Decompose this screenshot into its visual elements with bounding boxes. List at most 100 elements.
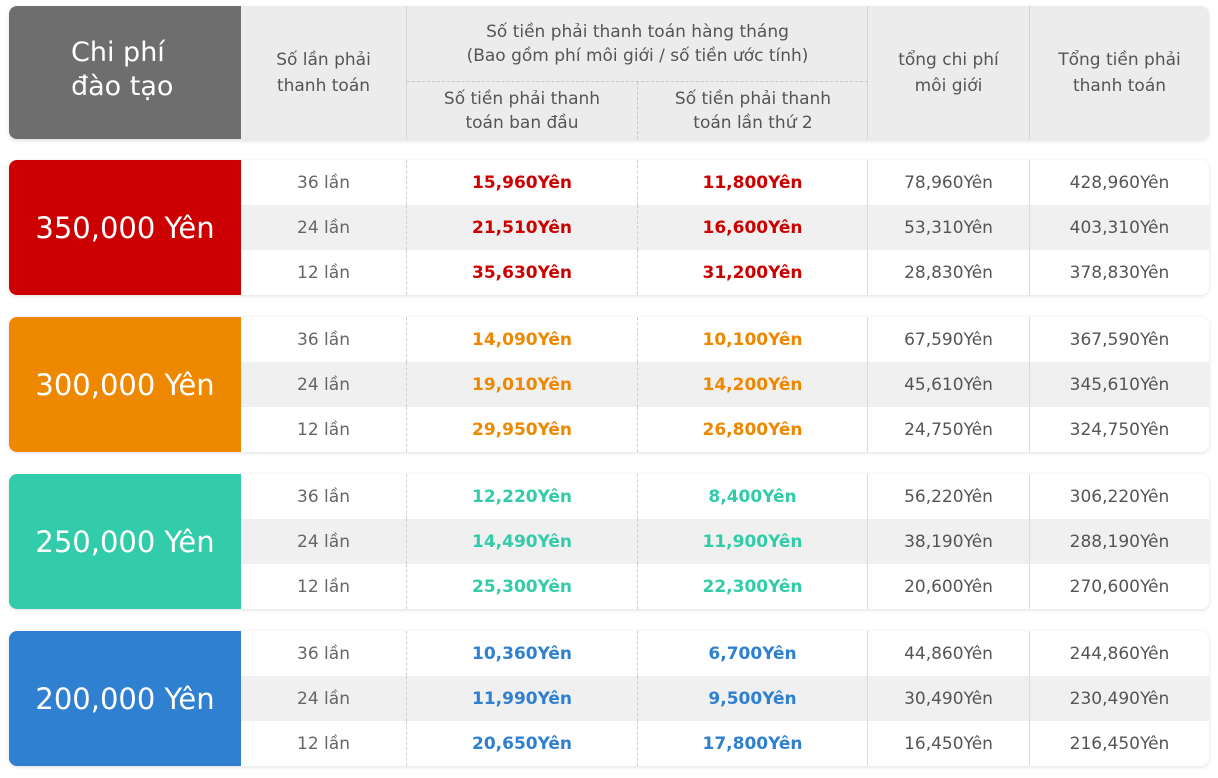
- header-monthly-title: Số tiền phải thanh toán hàng tháng (Bao …: [407, 6, 868, 82]
- payment-count-cell: 12 lần: [297, 262, 350, 283]
- header-first-payment: Số tiền phải thanh toán ban đầu: [407, 82, 637, 139]
- second-payment-cell: 11,800Yên: [637, 160, 867, 205]
- header-second-payment-line1: Số tiền phải thanh: [674, 88, 832, 109]
- second-payment-cell: 8,400Yên: [637, 474, 867, 519]
- total-payment-cell: 378,830Yên: [1029, 250, 1209, 295]
- table-row: 24 lần 14,490Yên 11,900Yên 38,190Yên 288,190…: [241, 519, 1209, 564]
- payment-count-cell: 24 lần: [297, 531, 350, 552]
- header-first-payment-line1: Số tiền phải thanh: [443, 88, 601, 109]
- price-block: 250,000 Yên 36 lần 12,220Yên 8,400Yên 56,220…: [9, 474, 1209, 609]
- total-payment-cell: 428,960Yên: [1029, 160, 1209, 205]
- second-payment-cell: 11,900Yên: [637, 519, 867, 564]
- header-payment-count-line2: thanh toán: [276, 75, 371, 96]
- first-payment-cell: 29,950Yên: [406, 407, 637, 452]
- first-payment-cell: 10,360Yên: [406, 631, 637, 676]
- second-payment-cell: 14,200Yên: [637, 362, 867, 407]
- payment-count-cell: 36 lần: [297, 643, 350, 664]
- total-payment-cell: 230,490Yên: [1029, 676, 1209, 721]
- first-payment-cell: 11,990Yên: [406, 676, 637, 721]
- header-monthly-group: Số tiền phải thanh toán hàng tháng (Bao …: [406, 6, 868, 139]
- header-title: Chi phí đào tạo: [9, 6, 241, 139]
- second-payment-cell: 22,300Yên: [637, 564, 867, 609]
- second-payment-cell: 17,800Yên: [637, 721, 867, 766]
- second-payment-cell: 10,100Yên: [637, 317, 867, 362]
- brokerage-fee-cell: 20,600Yên: [867, 564, 1029, 609]
- table-row: 24 lần 19,010Yên 14,200Yên 45,610Yên 345,610…: [241, 362, 1209, 407]
- total-payment-cell: 306,220Yên: [1029, 474, 1209, 519]
- table-row: 36 lần 14,090Yên 10,100Yên 67,590Yên 367,590…: [241, 317, 1209, 362]
- payment-count-cell: 24 lần: [297, 374, 350, 395]
- brokerage-fee-cell: 56,220Yên: [867, 474, 1029, 519]
- header-monthly-line2: (Bao gồm phí môi giới / số tiền ước tính…: [466, 45, 809, 66]
- second-payment-cell: 9,500Yên: [637, 676, 867, 721]
- brokerage-fee-cell: 78,960Yên: [867, 160, 1029, 205]
- header-brokerage-fee-line2: môi giới: [914, 75, 983, 96]
- header-brokerage-fee-line1: tổng chi phí: [898, 49, 999, 70]
- training-cost-label: 200,000 Yên: [9, 631, 241, 766]
- header-total-payment: Tổng tiền phải thanh toán: [1029, 6, 1209, 139]
- payment-count-cell: 12 lần: [297, 419, 350, 440]
- payment-count-cell: 24 lần: [297, 688, 350, 709]
- brokerage-fee-cell: 28,830Yên: [867, 250, 1029, 295]
- table-row: 24 lần 21,510Yên 16,600Yên 53,310Yên 403,310…: [241, 205, 1209, 250]
- payment-count-cell: 12 lần: [297, 576, 350, 597]
- brokerage-fee-cell: 45,610Yên: [867, 362, 1029, 407]
- training-cost-label: 250,000 Yên: [9, 474, 241, 609]
- table-header: Chi phí đào tạo Số lần phải thanh toán S…: [9, 6, 1209, 139]
- total-payment-cell: 244,860Yên: [1029, 631, 1209, 676]
- first-payment-cell: 19,010Yên: [406, 362, 637, 407]
- first-payment-cell: 15,960Yên: [406, 160, 637, 205]
- total-payment-cell: 288,190Yên: [1029, 519, 1209, 564]
- header-title-line1: Chi phí: [71, 37, 165, 68]
- header-monthly-line1: Số tiền phải thanh toán hàng tháng: [486, 21, 789, 42]
- second-payment-cell: 31,200Yên: [637, 250, 867, 295]
- total-payment-cell: 367,590Yên: [1029, 317, 1209, 362]
- table-row: 12 lần 20,650Yên 17,800Yên 16,450Yên 216,450…: [241, 721, 1209, 766]
- table-row: 36 lần 15,960Yên 11,800Yên 78,960Yên 428,960…: [241, 160, 1209, 205]
- training-cost-label: 350,000 Yên: [9, 160, 241, 295]
- brokerage-fee-cell: 16,450Yên: [867, 721, 1029, 766]
- first-payment-cell: 21,510Yên: [406, 205, 637, 250]
- total-payment-cell: 216,450Yên: [1029, 721, 1209, 766]
- header-payment-count-line1: Số lần phải: [276, 49, 371, 70]
- brokerage-fee-cell: 38,190Yên: [867, 519, 1029, 564]
- brokerage-fee-cell: 67,590Yên: [867, 317, 1029, 362]
- brokerage-fee-cell: 53,310Yên: [867, 205, 1029, 250]
- price-block: 300,000 Yên 36 lần 14,090Yên 10,100Yên 67,59…: [9, 317, 1209, 452]
- payment-count-cell: 36 lần: [297, 172, 350, 193]
- payment-rows: 36 lần 10,360Yên 6,700Yên 44,860Yên 244,860Y…: [241, 631, 1209, 766]
- payment-rows: 36 lần 15,960Yên 11,800Yên 78,960Yên 428,960…: [241, 160, 1209, 295]
- first-payment-cell: 20,650Yên: [406, 721, 637, 766]
- first-payment-cell: 35,630Yên: [406, 250, 637, 295]
- price-block: 200,000 Yên 36 lần 10,360Yên 6,700Yên 44,860…: [9, 631, 1209, 766]
- total-payment-cell: 345,610Yên: [1029, 362, 1209, 407]
- header-second-payment-line2: toán lần thứ 2: [693, 112, 813, 133]
- first-payment-cell: 14,090Yên: [406, 317, 637, 362]
- price-block: 350,000 Yên 36 lần 15,960Yên 11,800Yên 78,96…: [9, 160, 1209, 295]
- brokerage-fee-cell: 44,860Yên: [867, 631, 1029, 676]
- table-row: 12 lần 29,950Yên 26,800Yên 24,750Yên 324,750…: [241, 407, 1209, 452]
- payment-count-cell: 24 lần: [297, 217, 350, 238]
- first-payment-cell: 12,220Yên: [406, 474, 637, 519]
- header-total-payment-line2: thanh toán: [1072, 75, 1167, 96]
- payment-rows: 36 lần 14,090Yên 10,100Yên 67,590Yên 367,590…: [241, 317, 1209, 452]
- payment-count-cell: 12 lần: [297, 733, 350, 754]
- second-payment-cell: 26,800Yên: [637, 407, 867, 452]
- total-payment-cell: 324,750Yên: [1029, 407, 1209, 452]
- brokerage-fee-cell: 30,490Yên: [867, 676, 1029, 721]
- header-brokerage-fee: tổng chi phí môi giới: [867, 6, 1029, 139]
- header-title-line2: đào tạo: [71, 71, 174, 102]
- second-payment-cell: 16,600Yên: [637, 205, 867, 250]
- table-row: 36 lần 10,360Yên 6,700Yên 44,860Yên 244,860Y…: [241, 631, 1209, 676]
- table-row: 12 lần 35,630Yên 31,200Yên 28,830Yên 378,830…: [241, 250, 1209, 295]
- header-total-payment-line1: Tổng tiền phải: [1058, 49, 1181, 70]
- brokerage-fee-cell: 24,750Yên: [867, 407, 1029, 452]
- table-row: 24 lần 11,990Yên 9,500Yên 30,490Yên 230,490Y…: [241, 676, 1209, 721]
- table-row: 12 lần 25,300Yên 22,300Yên 20,600Yên 270,600…: [241, 564, 1209, 609]
- header-second-payment: Số tiền phải thanh toán lần thứ 2: [637, 82, 868, 139]
- first-payment-cell: 14,490Yên: [406, 519, 637, 564]
- total-payment-cell: 403,310Yên: [1029, 205, 1209, 250]
- table-row: 36 lần 12,220Yên 8,400Yên 56,220Yên 306,220Y…: [241, 474, 1209, 519]
- first-payment-cell: 25,300Yên: [406, 564, 637, 609]
- second-payment-cell: 6,700Yên: [637, 631, 867, 676]
